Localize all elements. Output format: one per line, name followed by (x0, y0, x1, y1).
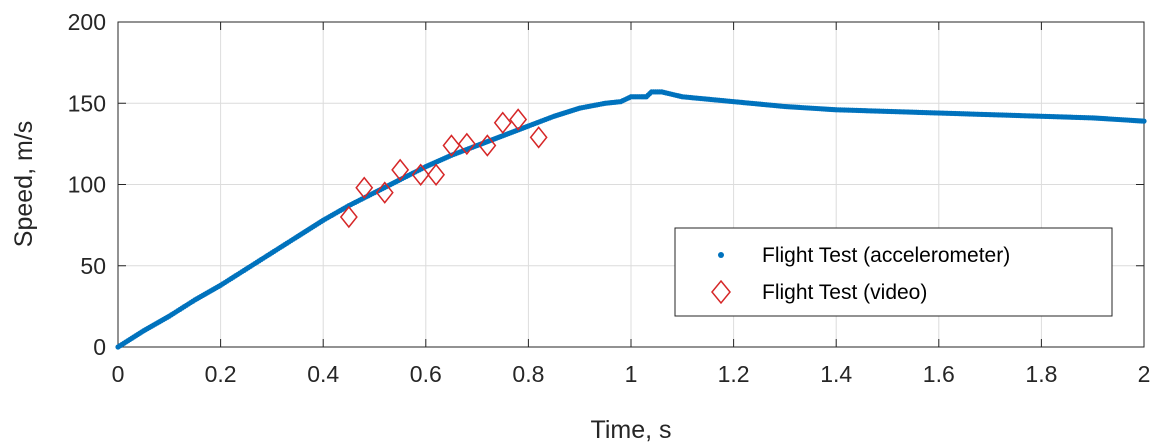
x-tick-label: 2 (1138, 361, 1151, 387)
series-video (339, 108, 548, 229)
video-point (339, 205, 358, 229)
x-tick-label: 0.6 (410, 361, 442, 387)
y-tick-label: 150 (68, 90, 106, 116)
legend-box (674, 227, 1113, 317)
x-tick-label: 0.2 (205, 361, 237, 387)
x-tick-label: 0.4 (307, 361, 339, 387)
video-point (509, 108, 528, 131)
video-point (375, 181, 394, 204)
video-point (529, 126, 548, 149)
video-point (391, 158, 410, 182)
legend-label-accelerometer: Flight Test (accelerometer) (762, 244, 1010, 267)
accelerometer-point (1141, 118, 1147, 124)
legend: Flight Test (accelerometer) Flight Test … (674, 227, 1113, 317)
y-tick-label: 200 (68, 9, 106, 35)
x-tick-label: 0.8 (512, 361, 544, 387)
y-tick-label: 0 (93, 334, 106, 360)
axis-ticks: 0 0.2 0.4 0.6 0.8 1 1.2 1.4 1.6 1.8 2 0 50 100 150 200 (68, 9, 1151, 387)
x-tick-label: 1 (625, 361, 638, 387)
y-axis-label: Speed, m/s (10, 121, 38, 247)
x-tick-label: 1.2 (718, 361, 750, 387)
x-tick-label: 0 (112, 361, 125, 387)
video-point (355, 176, 374, 199)
legend-label-video: Flight Test (video) (762, 281, 927, 304)
legend-dot-marker (718, 252, 724, 258)
x-axis-label: Time, s (590, 416, 671, 444)
legend-diamond-marker (711, 279, 731, 305)
video-point (457, 132, 476, 156)
x-tick-label: 1.6 (923, 361, 955, 387)
video-point (411, 163, 430, 186)
video-point (493, 111, 512, 134)
y-tick-label: 50 (80, 253, 106, 279)
x-tick-label: 1.8 (1025, 361, 1057, 387)
video-point (442, 134, 461, 157)
video-point (427, 163, 446, 186)
video-point (478, 134, 497, 157)
y-tick-label: 100 (68, 172, 106, 198)
x-tick-label: 1.4 (820, 361, 852, 387)
